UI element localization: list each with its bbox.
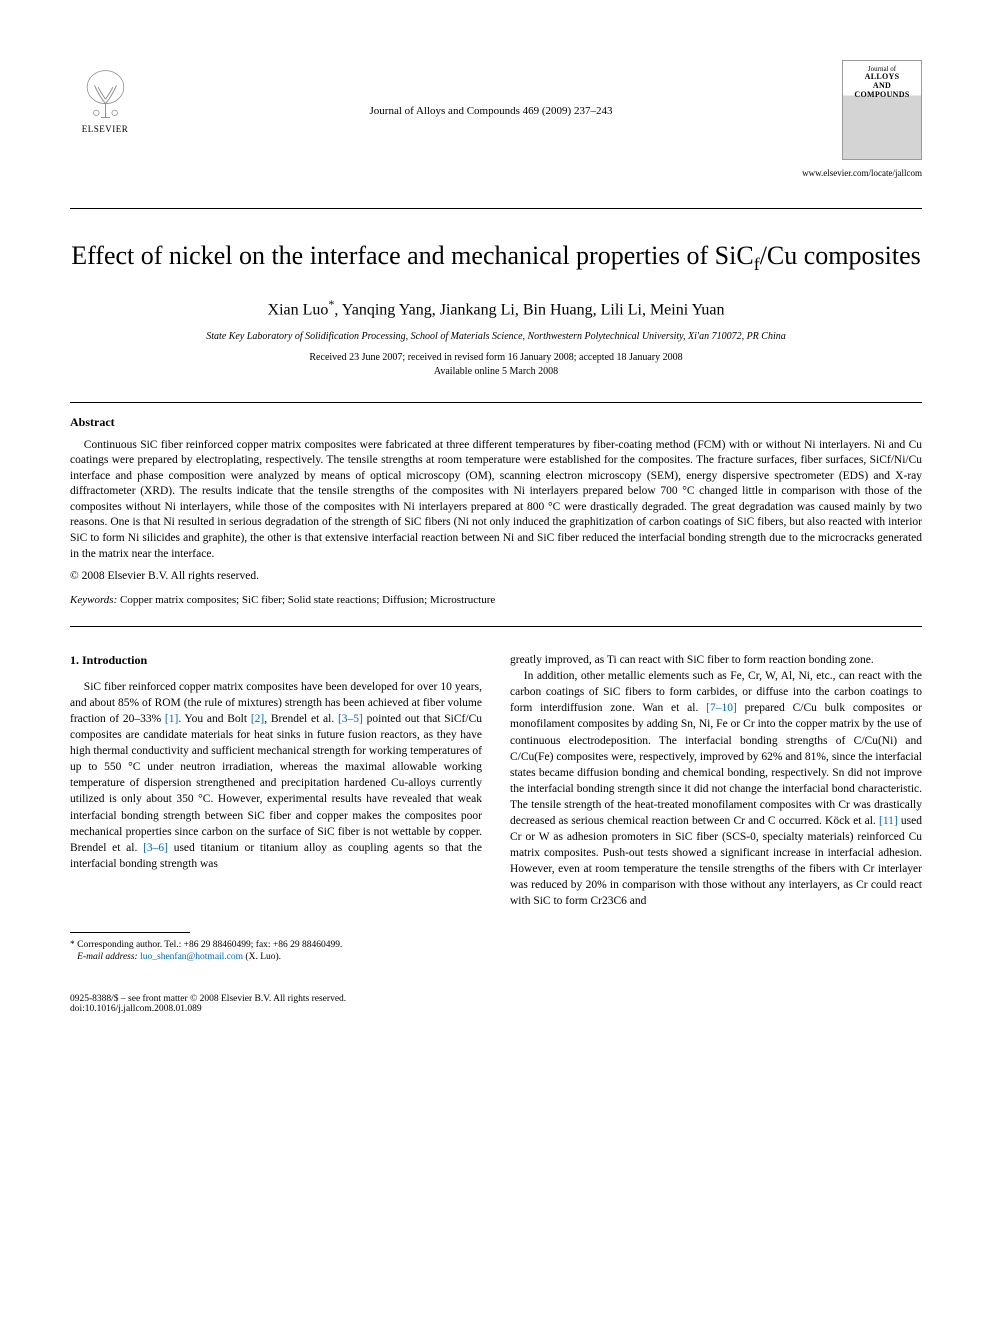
publisher-logo: ELSEVIER xyxy=(70,60,140,140)
abstract-heading: Abstract xyxy=(70,415,922,430)
article-title: Effect of nickel on the interface and me… xyxy=(70,239,922,277)
email-link[interactable]: luo_shenfan@hotmail.com xyxy=(140,952,243,962)
available-online: Available online 5 March 2008 xyxy=(70,366,922,377)
keywords-text: Copper matrix composites; SiC fiber; Sol… xyxy=(117,594,495,606)
doi-line: doi:10.1016/j.jallcom.2008.01.089 xyxy=(70,1004,922,1014)
right-column: greatly improved, as Ti can react with S… xyxy=(510,652,922,964)
ref-link-1[interactable]: [1] xyxy=(165,713,178,725)
email-label: E-mail address: xyxy=(77,952,140,962)
col2-continuation: greatly improved, as Ti can react with S… xyxy=(510,652,922,668)
left-column: 1. Introduction SiC fiber reinforced cop… xyxy=(70,652,482,964)
col2-paragraph-2: In addition, other metallic elements suc… xyxy=(510,668,922,909)
issn-line: 0925-8388/$ – see front matter © 2008 El… xyxy=(70,994,922,1004)
header-row: ELSEVIER Journal of Alloys and Compounds… xyxy=(70,60,922,160)
ref-link-2[interactable]: [2] xyxy=(251,713,264,725)
publisher-name: ELSEVIER xyxy=(82,124,129,134)
abstract-text: Continuous SiC fiber reinforced copper m… xyxy=(70,438,922,562)
p2-text-b: prepared C/Cu bulk composites or monofil… xyxy=(510,702,922,827)
p2-text-c: used Cr or W as adhesion promoters in Si… xyxy=(510,815,922,907)
email-post: (X. Luo). xyxy=(243,952,281,962)
received-dates: Received 23 June 2007; received in revis… xyxy=(70,352,922,363)
introduction-heading: 1. Introduction xyxy=(70,652,482,669)
abstract-bottom-divider xyxy=(70,626,922,627)
ref-link-3-6[interactable]: [3–6] xyxy=(143,842,168,854)
body-columns: 1. Introduction SiC fiber reinforced cop… xyxy=(70,652,922,964)
title-text-pre: Effect of nickel on the interface and me… xyxy=(71,241,753,270)
footer: 0925-8388/$ – see front matter © 2008 El… xyxy=(70,994,922,1014)
intro-paragraph-1: SiC fiber reinforced copper matrix compo… xyxy=(70,679,482,872)
affiliation: State Key Laboratory of Solidification P… xyxy=(70,331,922,342)
p1-text-c: , Brendel et al. xyxy=(264,713,338,725)
first-author: Xian Luo xyxy=(268,301,329,318)
journal-cover: Journal of ALLOYS AND COMPOUNDS xyxy=(842,60,922,160)
ref-link-11[interactable]: [11] xyxy=(879,815,898,827)
keywords-label: Keywords: xyxy=(70,594,117,606)
title-text-post: /Cu composites xyxy=(760,241,921,270)
journal-cover-title: ALLOYS AND COMPOUNDS xyxy=(854,73,909,99)
abstract-copyright: © 2008 Elsevier B.V. All rights reserved… xyxy=(70,570,922,582)
elsevier-tree-icon xyxy=(78,67,133,122)
footnote-divider xyxy=(70,932,190,933)
p1-text-d: pointed out that SiCf/Cu composites are … xyxy=(70,713,482,854)
journal-reference: Journal of Alloys and Compounds 469 (200… xyxy=(140,60,842,117)
p1-text-b: . You and Bolt xyxy=(178,713,250,725)
keywords-line: Keywords: Copper matrix composites; SiC … xyxy=(70,594,922,606)
other-authors: , Yanqing Yang, Jiankang Li, Bin Huang, … xyxy=(334,301,724,318)
footnote-text: Corresponding author. Tel.: +86 29 88460… xyxy=(75,940,343,950)
ref-link-3-5[interactable]: [3–5] xyxy=(338,713,363,725)
corresponding-footnote: * Corresponding author. Tel.: +86 29 884… xyxy=(70,939,482,964)
top-divider xyxy=(70,208,922,209)
authors: Xian Luo*, Yanqing Yang, Jiankang Li, Bi… xyxy=(70,297,922,319)
ref-link-7-10[interactable]: [7–10] xyxy=(706,702,737,714)
locate-url: www.elsevier.com/locate/jallcom xyxy=(70,168,922,178)
